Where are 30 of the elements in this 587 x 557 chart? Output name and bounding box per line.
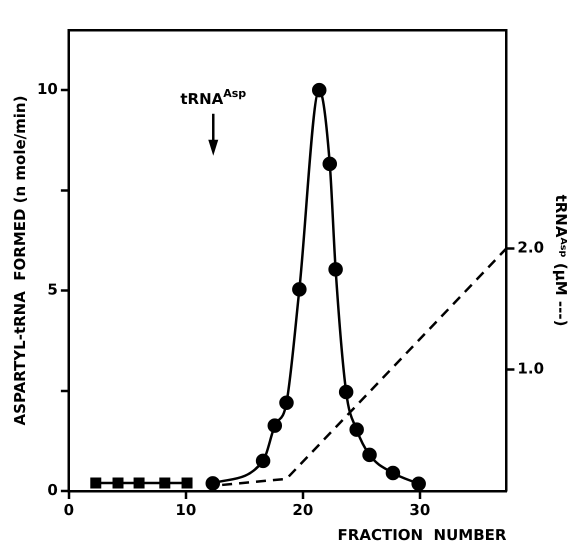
y2-tick-label: 2.0 bbox=[517, 238, 544, 256]
x-tick-label: 30 bbox=[409, 500, 430, 519]
y-axis-title: ASPARTYL-tRNA FORMED (n mole/min) bbox=[10, 96, 29, 426]
y2-tick-label: 1.0 bbox=[517, 360, 544, 378]
y-tick-label: 5 bbox=[47, 280, 58, 298]
point bbox=[134, 477, 145, 488]
point bbox=[328, 262, 343, 277]
point bbox=[182, 477, 193, 488]
point bbox=[292, 282, 307, 297]
point bbox=[322, 156, 338, 172]
point bbox=[362, 448, 377, 462]
point bbox=[279, 396, 294, 410]
point bbox=[268, 418, 282, 433]
x-axis-title: FRACTION NUMBER bbox=[338, 526, 507, 544]
x-tick-label: 0 bbox=[64, 500, 74, 519]
point bbox=[349, 422, 364, 437]
point bbox=[386, 466, 400, 480]
x-tick-label: 20 bbox=[292, 500, 314, 519]
point bbox=[206, 476, 220, 491]
point bbox=[112, 477, 124, 488]
point bbox=[411, 476, 426, 491]
point bbox=[256, 454, 270, 468]
x-tick-label: 10 bbox=[175, 500, 196, 519]
point bbox=[338, 384, 354, 400]
point bbox=[90, 477, 102, 488]
y-tick-label: 10 bbox=[37, 80, 58, 98]
y-tick-label: 0 bbox=[47, 480, 58, 499]
point bbox=[159, 477, 170, 488]
y2-axis-title: tRNAᴬˢᵖ (µM ---) bbox=[552, 194, 570, 326]
point bbox=[312, 82, 326, 98]
